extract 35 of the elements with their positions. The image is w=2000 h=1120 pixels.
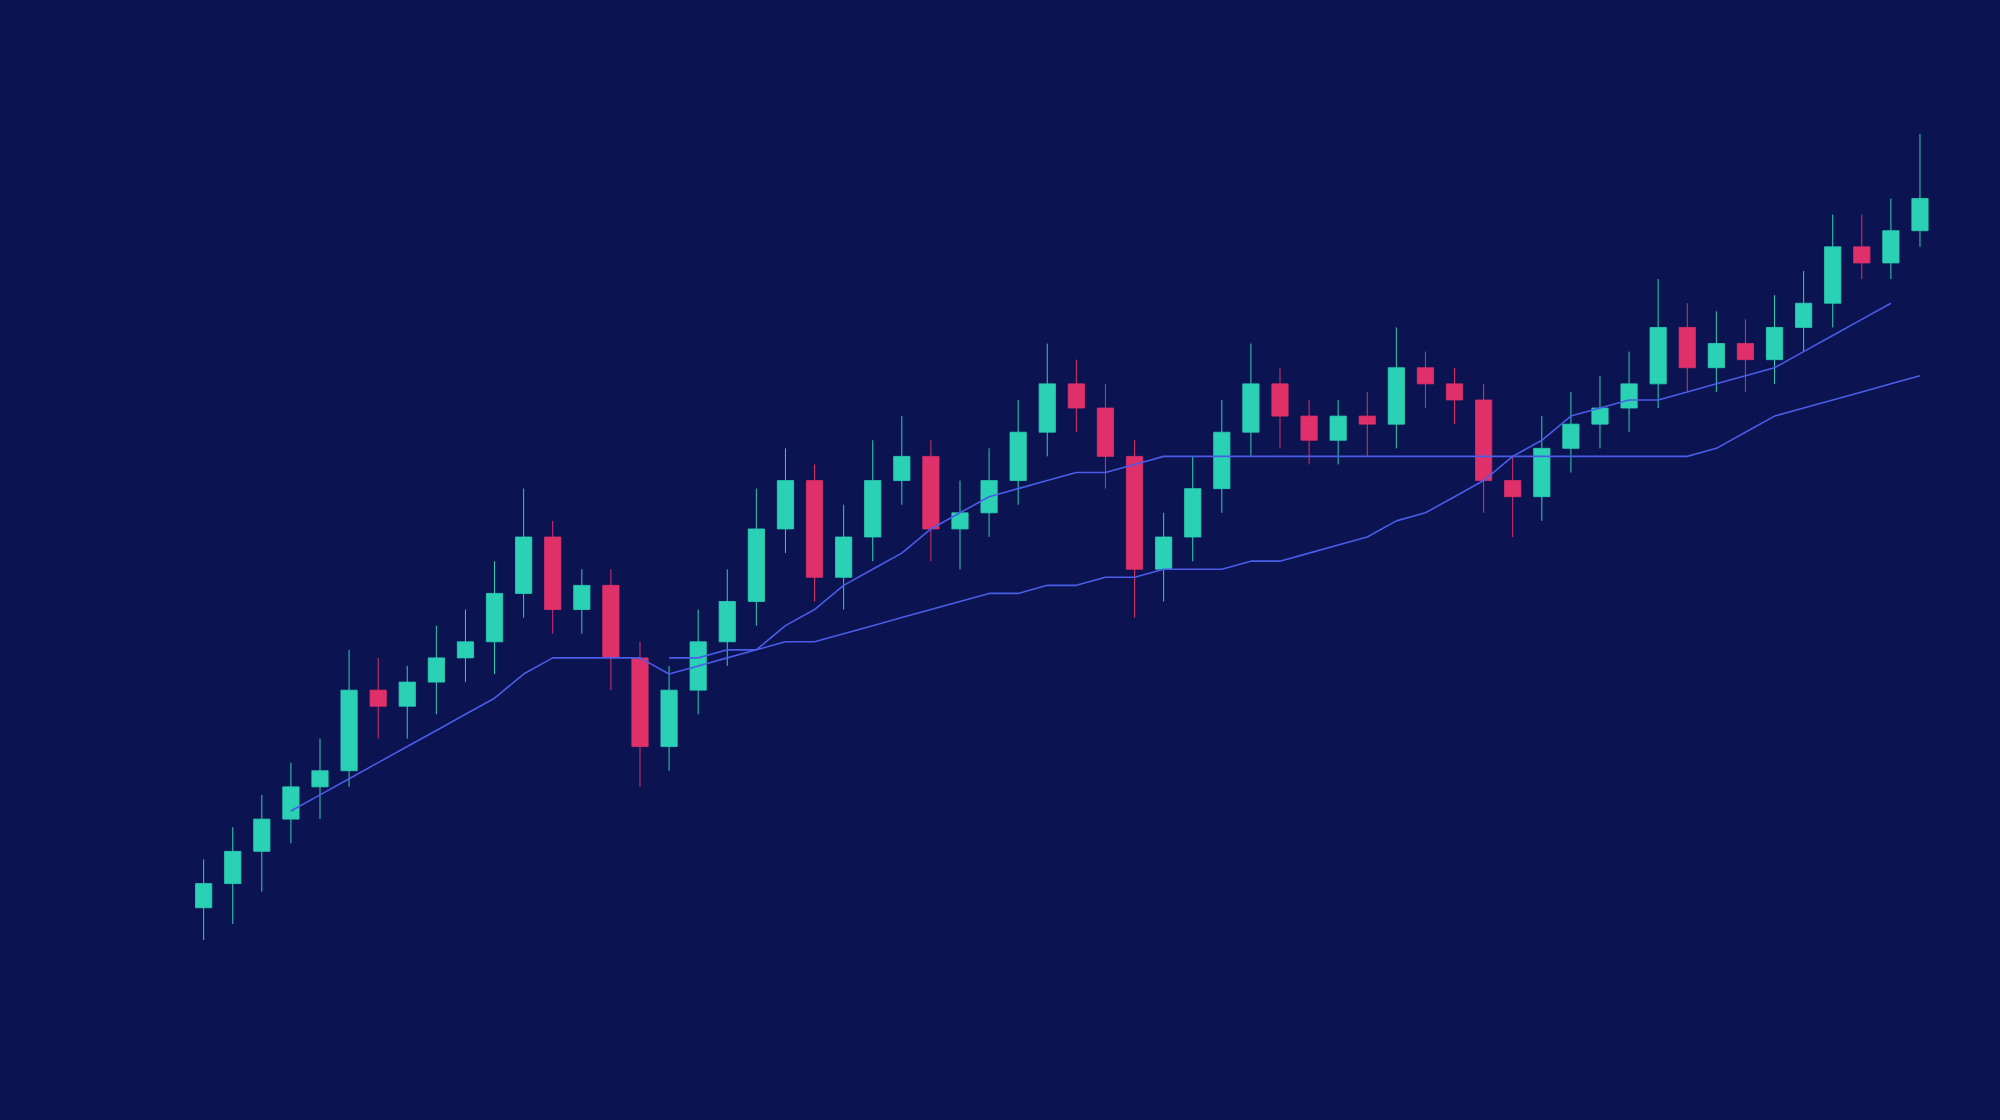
candlestick [1795, 270, 1813, 353]
candlestick [1067, 359, 1085, 433]
candlestick [311, 737, 329, 820]
candlestick [1155, 512, 1173, 602]
candlestick [195, 858, 213, 941]
candlestick [718, 568, 736, 667]
candlestick [1358, 391, 1376, 457]
candlestick [282, 762, 300, 844]
candlestick [835, 504, 853, 611]
candlestick [1620, 351, 1638, 433]
candlestick [893, 415, 911, 506]
candlestick [951, 480, 969, 570]
candlestick [1591, 375, 1609, 449]
candlestick [980, 447, 998, 538]
candlestick [1300, 399, 1318, 465]
candlestick [1765, 294, 1784, 385]
candlestick [1504, 455, 1522, 538]
candlestick [456, 609, 474, 683]
candlestick [1329, 399, 1347, 465]
candlestick [1678, 302, 1696, 393]
candlestick [1911, 133, 1929, 248]
candlestick [224, 826, 242, 925]
candlestick [369, 657, 387, 739]
candlestick [427, 625, 445, 715]
candlestick [573, 568, 591, 635]
candlestick [253, 794, 271, 893]
candlestick [398, 665, 416, 739]
candlestick [1271, 367, 1289, 449]
candlestick [1736, 318, 1754, 393]
candlestick [1416, 351, 1434, 409]
candlestick [1707, 310, 1725, 393]
candlestick [1853, 214, 1871, 280]
candlestick [1882, 197, 1900, 280]
candlestick [1562, 391, 1580, 474]
candlestick [1445, 367, 1464, 425]
